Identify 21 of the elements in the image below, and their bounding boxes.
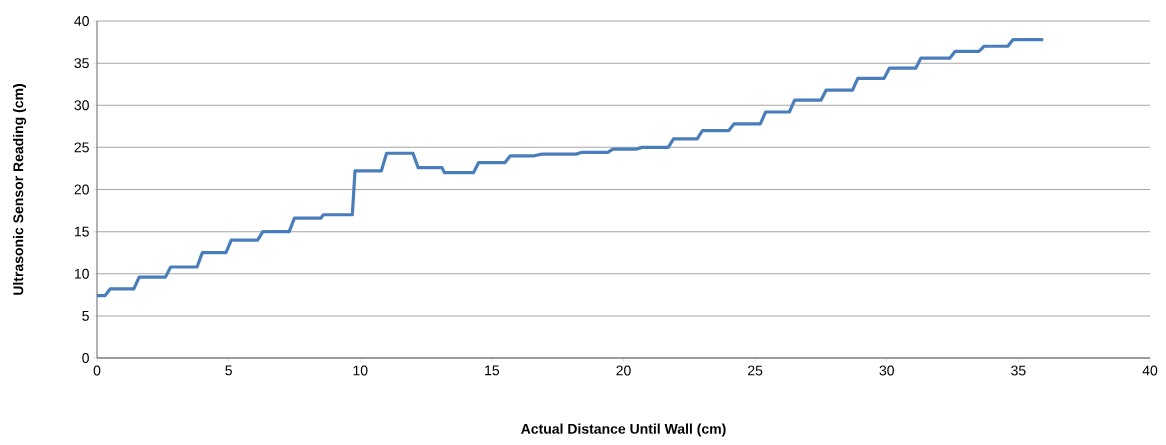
x-tick-label: 40	[1142, 365, 1158, 376]
y-tick-label: 15	[74, 226, 89, 237]
y-tick-label: 40	[74, 16, 89, 26]
x-tick-label: 15	[485, 365, 500, 376]
x-tick-label: 20	[616, 365, 631, 376]
y-axis-title: Ultrasonic Sensor Reading (cm)	[12, 84, 27, 295]
y-tick-label: 25	[74, 142, 89, 153]
y-tick-label: 30	[74, 100, 89, 111]
line-series	[97, 37, 1044, 298]
x-tick-label: 5	[225, 365, 232, 376]
x-tick-label: 30	[879, 365, 894, 376]
y-tick-label: 0	[82, 353, 89, 363]
x-tick-label: 25	[748, 365, 763, 376]
y-tick-label: 5	[82, 310, 89, 321]
x-tick-label: 35	[1011, 365, 1026, 376]
y-tick-label: 10	[74, 268, 89, 279]
x-axis-title: Actual Distance Until Wall (cm)	[521, 423, 726, 437]
y-tick-label: 35	[74, 58, 89, 69]
y-tick-label: 20	[74, 184, 89, 195]
x-tick-label: 0	[93, 365, 101, 376]
x-tick-label: 10	[353, 365, 368, 376]
